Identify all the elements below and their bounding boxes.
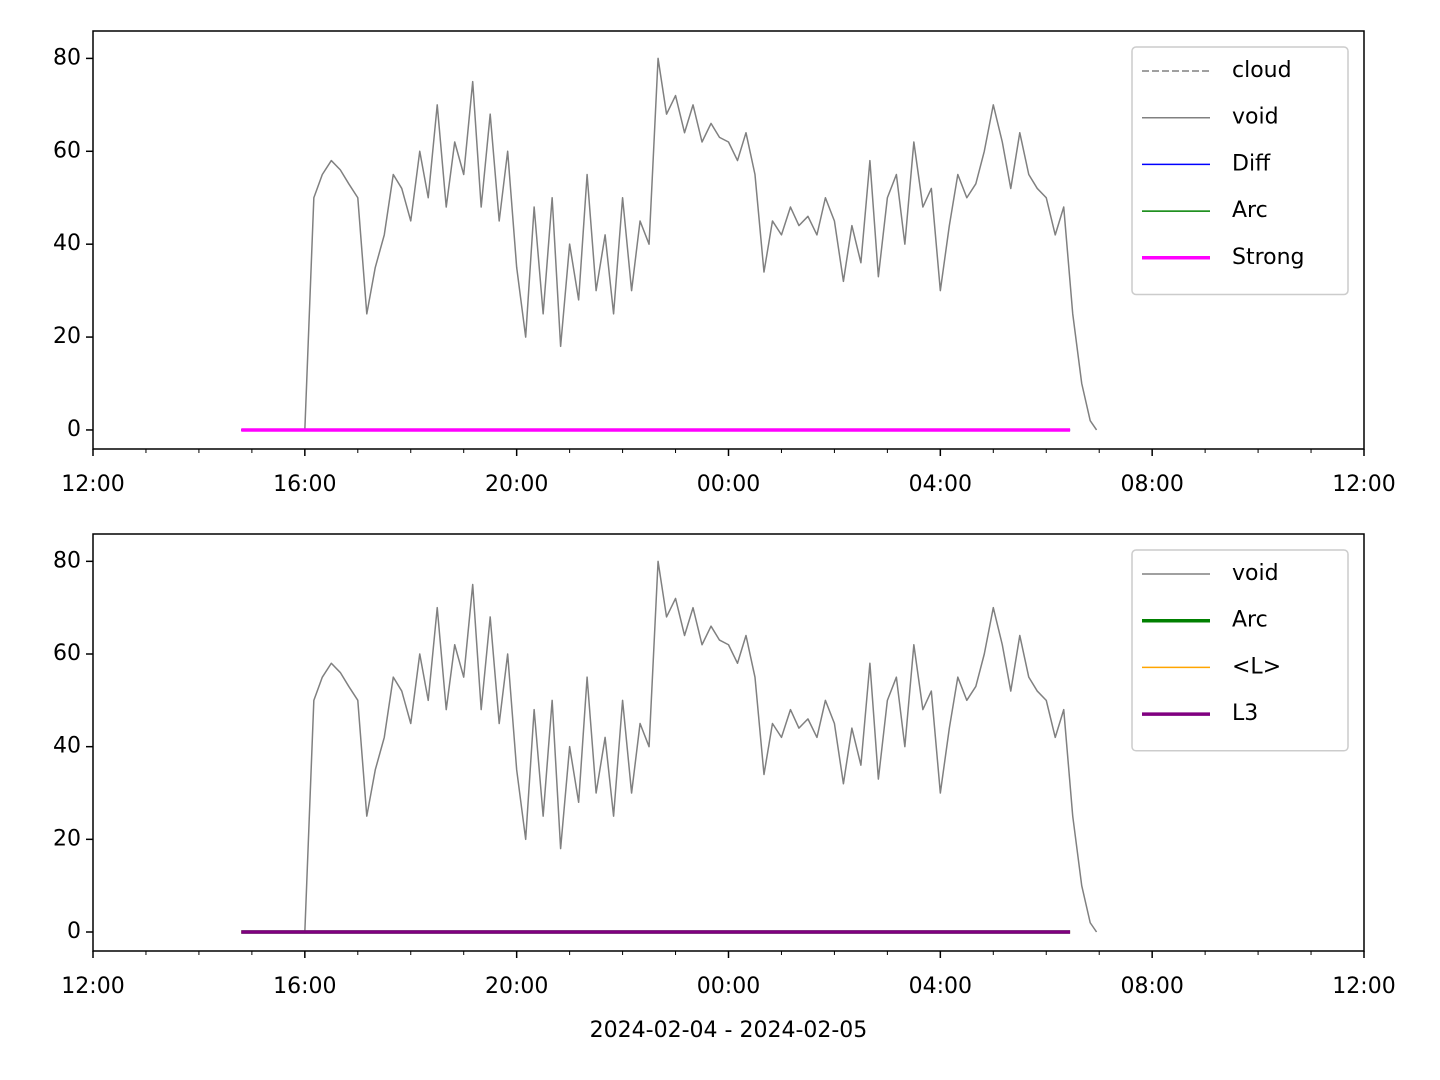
y-tick-label: 40 (53, 231, 81, 256)
data-line (304, 560, 1098, 933)
legend-label: Strong (1232, 245, 1305, 270)
legend-label: Arc (1232, 198, 1268, 223)
y-tick-label: 20 (53, 826, 81, 851)
legend-label: Arc (1232, 608, 1268, 633)
legend: cloud void Diff Arc Strong (1131, 46, 1349, 296)
x-tick-label: 12:00 (1332, 472, 1395, 497)
legend-label: L3 (1232, 701, 1258, 726)
x-tick-label: 12:00 (61, 472, 124, 497)
y-tick-label: 0 (67, 919, 81, 944)
y-tick-label: 0 (67, 417, 81, 442)
y-tick-label: 80 (53, 45, 81, 70)
x-tick-label: 16:00 (273, 472, 336, 497)
legend-label: <L> (1232, 654, 1281, 679)
legend: void Arc <L> L3 (1131, 549, 1349, 752)
x-tick-label: 04:00 (909, 472, 972, 497)
x-tick-label: 12:00 (1332, 974, 1395, 999)
x-tick-label: 20:00 (485, 472, 548, 497)
x-tick-label: 00:00 (697, 974, 760, 999)
y-tick-label: 60 (53, 138, 81, 163)
x-tick-label: 04:00 (909, 974, 972, 999)
subplot: 0 20 40 60 80 12:00 16:00 20:00 00:00 04:00 08:00 1… (53, 30, 1396, 497)
legend-frame (1131, 46, 1349, 296)
x-tick-label: 08:00 (1120, 974, 1183, 999)
x-tick-label: 16:00 (273, 974, 336, 999)
y-tick-label: 80 (53, 548, 81, 573)
y-tick-label: 20 (53, 324, 81, 349)
legend-label: void (1232, 105, 1279, 130)
x-tick-label: 12:00 (61, 974, 124, 999)
legend-label: void (1232, 561, 1279, 586)
data-line (304, 57, 1098, 431)
legend-label: Diff (1232, 151, 1271, 176)
x-tick-label: 00:00 (697, 472, 760, 497)
legend-label: cloud (1232, 58, 1292, 83)
y-tick-label: 60 (53, 641, 81, 666)
x-axis-label: 2024-02-04 - 2024-02-05 (590, 1018, 868, 1043)
y-tick-label: 40 (53, 734, 81, 759)
x-tick-label: 08:00 (1120, 472, 1183, 497)
legend-frame (1131, 549, 1349, 752)
subplot: 0 20 40 60 80 12:00 16:00 20:00 00:00 04:00 08:00 1… (53, 533, 1396, 1043)
x-tick-label: 20:00 (485, 974, 548, 999)
